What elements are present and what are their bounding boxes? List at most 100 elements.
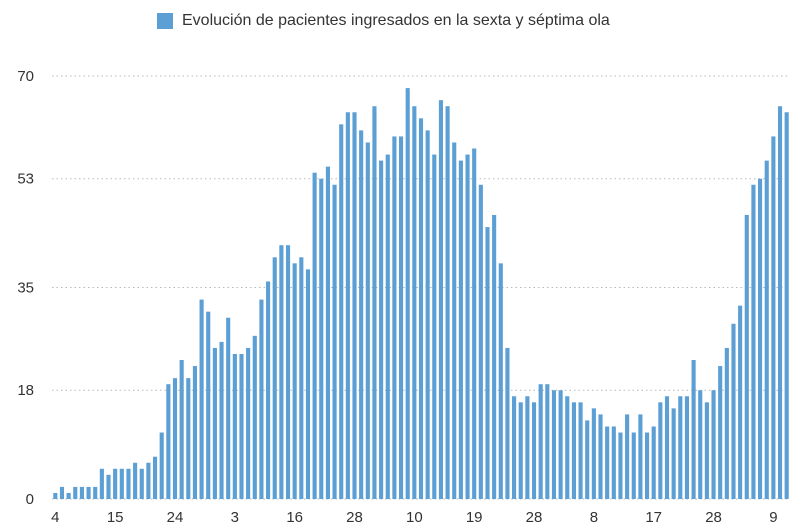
bar	[565, 396, 570, 499]
bar	[485, 227, 490, 499]
bar	[305, 269, 311, 499]
bar	[206, 311, 211, 499]
bar	[545, 384, 550, 499]
bar	[625, 414, 630, 499]
bar	[578, 402, 583, 499]
bar	[764, 160, 769, 499]
bar	[585, 420, 590, 499]
bar	[325, 166, 330, 499]
bar	[232, 353, 237, 499]
bar	[106, 474, 111, 499]
bar	[525, 396, 530, 499]
bar	[239, 353, 244, 499]
bar	[777, 106, 783, 500]
bar	[352, 112, 357, 499]
x-tick-label: 28	[526, 509, 543, 526]
bar	[332, 184, 337, 499]
bar	[598, 414, 603, 499]
bar	[571, 402, 576, 499]
bar	[744, 214, 749, 500]
bar	[246, 347, 251, 499]
y-tick-label: 18	[17, 382, 34, 399]
bar	[784, 112, 789, 499]
bar	[99, 468, 104, 499]
bar-series	[53, 88, 789, 500]
bar	[631, 432, 636, 499]
y-tick-label: 70	[17, 68, 34, 85]
y-axis-ticks: 0 18 35 53 70	[17, 68, 34, 508]
bar	[312, 172, 317, 499]
bar	[432, 154, 437, 499]
bar	[704, 402, 709, 499]
bar	[212, 347, 217, 499]
x-tick-label: 16	[286, 509, 303, 526]
x-axis-ticks: 415243162810192881728918126	[51, 509, 777, 526]
bar	[558, 390, 563, 499]
bar	[698, 390, 703, 499]
bar	[192, 366, 197, 499]
bar	[379, 160, 384, 499]
bar	[73, 486, 78, 499]
bar	[219, 341, 224, 499]
bar	[738, 305, 743, 499]
bar	[498, 263, 503, 499]
bar	[119, 468, 124, 499]
bar	[392, 136, 397, 499]
bar	[644, 432, 650, 499]
x-tick-label: 3	[231, 509, 239, 526]
bar	[292, 263, 297, 499]
bar	[345, 112, 350, 499]
legend-swatch	[157, 13, 173, 29]
bar	[452, 142, 457, 499]
bar	[199, 299, 204, 499]
bar	[252, 335, 257, 499]
bar	[551, 390, 557, 499]
bar	[259, 299, 264, 499]
bar	[512, 396, 517, 499]
bar	[172, 378, 178, 499]
bar	[365, 142, 370, 499]
bar	[458, 160, 463, 499]
y-tick-label: 35	[17, 280, 34, 297]
bar	[465, 154, 470, 499]
bar	[412, 106, 417, 500]
bar	[758, 178, 763, 500]
bar	[751, 184, 756, 499]
bar	[266, 281, 271, 499]
x-tick-label: 19	[466, 509, 483, 526]
bar	[538, 384, 543, 499]
x-tick-label: 15	[107, 509, 124, 526]
x-tick-label: 28	[346, 509, 363, 526]
bar	[226, 317, 231, 499]
bar	[279, 245, 284, 499]
bar	[425, 130, 430, 499]
bar	[152, 456, 158, 499]
x-tick-label: 10	[406, 509, 423, 526]
bar	[638, 414, 643, 499]
bar	[611, 426, 616, 499]
bar	[166, 384, 171, 499]
bar	[59, 486, 65, 499]
x-tick-label: 28	[705, 509, 722, 526]
bar	[319, 178, 324, 500]
bar	[79, 486, 84, 499]
bar	[691, 360, 696, 499]
legend-label: Evolución de pacientes ingresados en la …	[182, 12, 610, 29]
x-tick-label: 24	[167, 509, 184, 526]
bar	[53, 492, 58, 499]
bar	[518, 402, 523, 499]
bar	[591, 408, 596, 499]
bar	[771, 136, 776, 499]
bar	[339, 124, 344, 499]
x-tick-label: 17	[645, 509, 662, 526]
bar	[146, 462, 151, 499]
bar	[359, 130, 364, 499]
x-tick-label: 9	[769, 509, 777, 526]
x-tick-label: 8	[590, 509, 598, 526]
bar	[438, 100, 443, 500]
bar	[372, 106, 377, 500]
bar	[113, 468, 118, 499]
bar	[684, 396, 689, 499]
bar	[385, 154, 390, 499]
